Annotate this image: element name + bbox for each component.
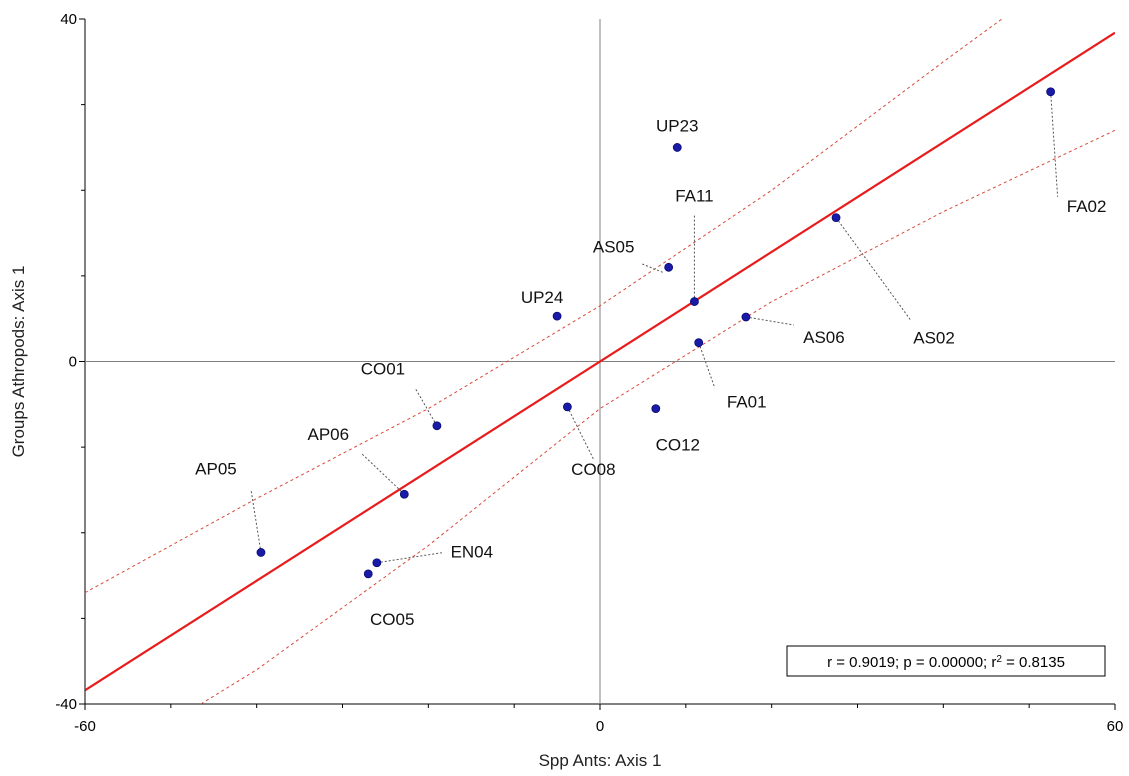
statistics-text-prefix: r = 0.9019; p = 0.00000; r: [827, 654, 996, 671]
y-tick-label: 0: [69, 354, 77, 371]
data-point-fa02: [1046, 87, 1056, 97]
leader-line-fa01: [698, 342, 716, 388]
point-labels-layer: UP23 FA02 FA11 AS05 UP24 AS06 AS02 FA01 CO01 CO08…: [195, 116, 1106, 628]
point-label-fa02: FA02: [1067, 197, 1107, 216]
leader-line-as06: [745, 316, 794, 326]
data-point-ap05: [256, 548, 266, 557]
leader-line-as05: [640, 262, 663, 273]
data-point-fa01: [694, 338, 704, 348]
point-label-as02: AS02: [913, 329, 955, 348]
data-point-co12: [651, 404, 661, 413]
point-label-fa01: FA01: [727, 393, 767, 412]
x-tick-label: 0: [596, 718, 604, 735]
data-point-en04: [372, 558, 382, 568]
point-label-as06: AS06: [803, 328, 845, 347]
regression-line: [85, 31, 1115, 692]
statistics-box-layer: r = 0.9019; p = 0.00000; r2 = 0.8135: [786, 645, 1106, 677]
data-point-fa11: [690, 297, 699, 306]
regression-line-layer: [85, 31, 1115, 692]
data-point-as05: [664, 262, 674, 272]
data-point-co08: [562, 402, 572, 412]
statistics-text: r = 0.9019; p = 0.00000; r2 = 0.8135: [827, 654, 1065, 672]
x-axis-title: Spp Ants: Axis 1: [539, 751, 662, 770]
confidence-band-layer: [85, 19, 1115, 704]
data-point-ap06: [399, 489, 409, 499]
point-label-en04: EN04: [451, 543, 494, 562]
confidence-line-lower: [200, 129, 1115, 704]
data-point-up24: [552, 311, 562, 321]
point-label-ap06: AP06: [308, 425, 350, 444]
axes-layer: -60 0 60 40 0 -40: [55, 11, 1123, 735]
data-point-co01: [432, 421, 442, 431]
leader-lines-layer: [250, 91, 1059, 564]
data-point-as06: [741, 312, 751, 322]
leader-line-fa02: [1050, 91, 1059, 197]
leader-line-co08: [566, 406, 594, 460]
y-tick-label: 40: [60, 11, 77, 28]
point-label-co08: CO08: [571, 460, 615, 479]
point-label-as05: AS05: [593, 237, 635, 256]
data-points-layer: [256, 87, 1056, 579]
statistics-box: [786, 645, 1106, 677]
leader-line-ap06: [361, 453, 405, 495]
data-point-up23: [672, 143, 682, 152]
leader-line-ap05: [250, 489, 262, 553]
y-tick-label: -40: [55, 696, 77, 713]
data-point-co05: [363, 569, 373, 579]
point-label-ap05: AP05: [195, 459, 237, 478]
leader-line-co01: [414, 387, 438, 426]
point-label-up23: UP23: [656, 116, 699, 135]
leader-line-en04: [376, 552, 442, 564]
x-tick-label: 60: [1107, 718, 1124, 735]
x-tick-label: -60: [74, 718, 96, 735]
leader-line-as02: [835, 217, 912, 321]
point-label-co05: CO05: [370, 610, 414, 629]
point-label-co12: CO12: [656, 436, 700, 455]
statistics-text-suffix: = 0.8135: [1002, 654, 1065, 671]
statistics-text-superscript: 2: [996, 654, 1002, 665]
point-label-fa11: FA11: [675, 187, 713, 206]
point-label-up24: UP24: [521, 288, 564, 307]
data-point-as02: [831, 213, 841, 223]
point-label-co01: CO01: [361, 360, 405, 379]
y-axis-title: Groups Athropods: Axis 1: [9, 266, 28, 458]
confidence-line-upper: [85, 19, 1003, 594]
